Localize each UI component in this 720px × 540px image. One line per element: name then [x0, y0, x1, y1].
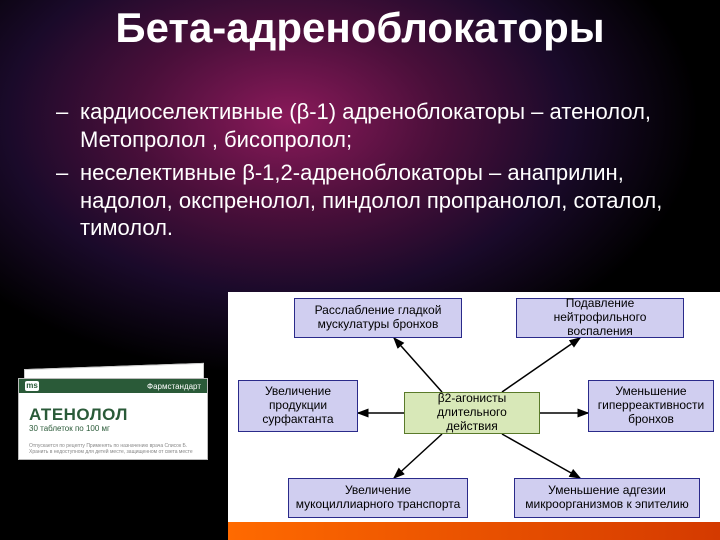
diagram-node: Расслабление гладкой мускулатуры бронхов: [294, 298, 462, 338]
pack-drug-fine: Отпускается по рецепту Применять по назн…: [29, 443, 207, 455]
pack-brand-bar: ms Фармстандарт: [19, 379, 207, 393]
diagram-node: Увеличение продукции сурфактанта: [238, 380, 358, 432]
pack-rx-badge: ms: [25, 381, 39, 391]
pack-brand-label: Фармстандарт: [147, 382, 201, 391]
bullet-list: кардиоселективные (β-1) адреноблокаторы …: [56, 98, 680, 248]
footer-accent-bar: [228, 522, 720, 540]
diagram-node: Уменьшение гиперреактивности бронхов: [588, 380, 714, 432]
slide-title: Бета-адреноблокаторы: [0, 0, 720, 50]
diagram-center-node: β2-агонисты длительного действия: [404, 392, 540, 434]
pack-box-front: ms Фармстандарт АТЕНОЛОЛ 30 таблеток по …: [18, 378, 208, 460]
bullet-item: кардиоселективные (β-1) адреноблокаторы …: [56, 98, 680, 153]
bullet-item: неселективные β-1,2-адреноблокаторы – ан…: [56, 159, 680, 242]
slide-content: Бета-адреноблокаторы кардиоселективные (…: [0, 0, 720, 540]
pack-drug-sub: 30 таблеток по 100 мг: [29, 424, 110, 433]
mechanism-diagram: β2-агонисты длительного действия Расслабл…: [228, 292, 720, 540]
diagram-node: Уменьшение адгезии микроорганизмов к эпи…: [514, 478, 700, 518]
diagram-node: Увеличение мукоциллиарного транспорта: [288, 478, 468, 518]
pack-drug-name: АТЕНОЛОЛ: [29, 405, 128, 425]
drug-pack-image: ms Фармстандарт АТЕНОЛОЛ 30 таблеток по …: [10, 358, 218, 466]
diagram-node: Подавление нейтрофильного воспаления: [516, 298, 684, 338]
